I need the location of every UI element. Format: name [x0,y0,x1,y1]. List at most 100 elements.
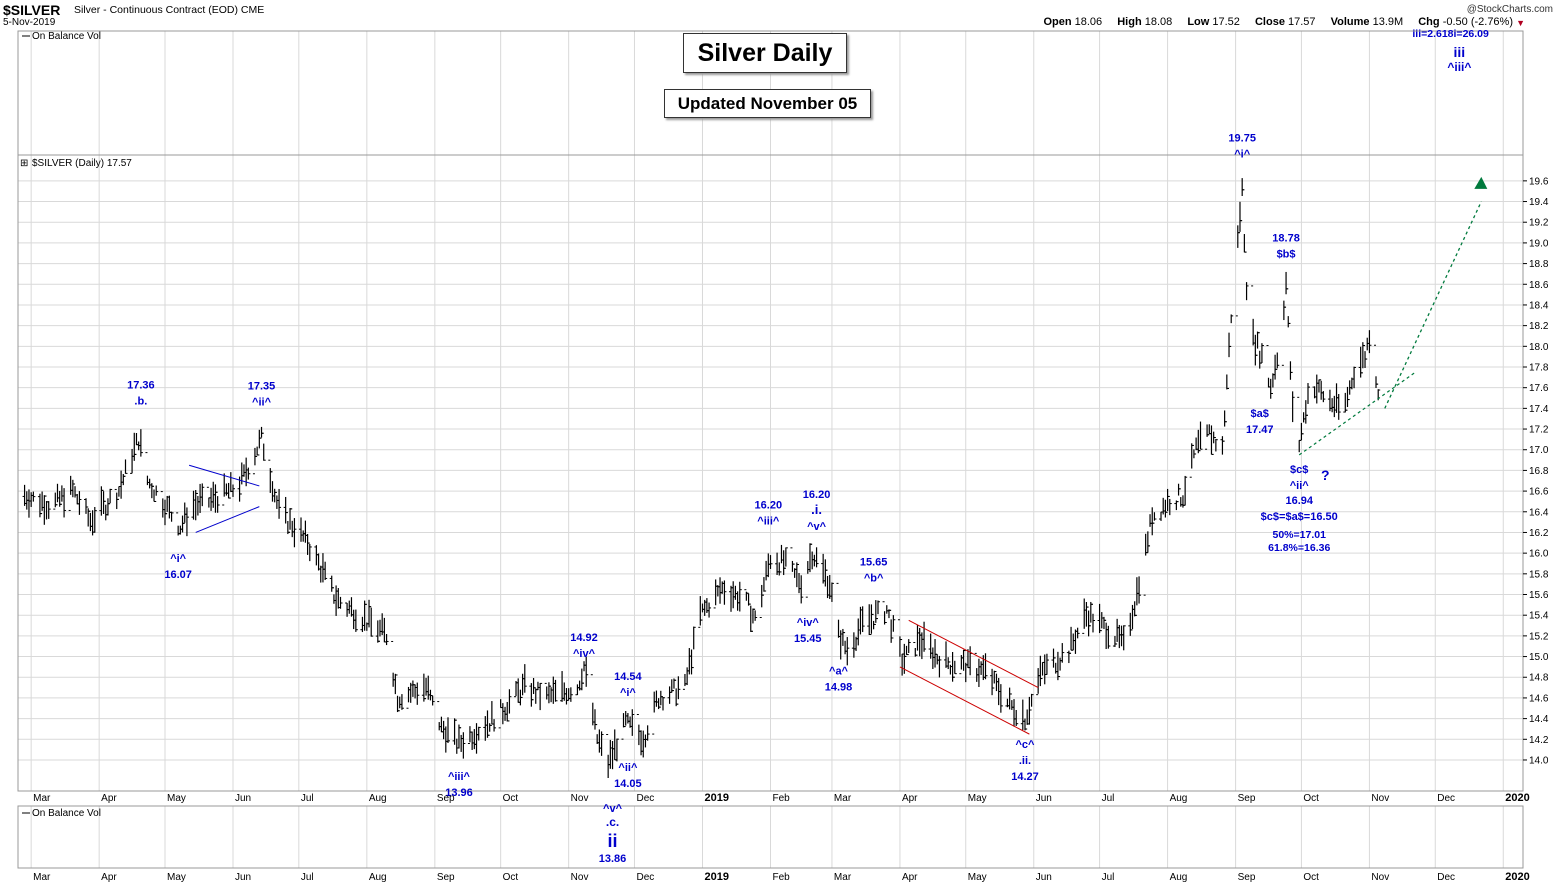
ohlc-bar [426,675,431,700]
ohlc-bar [1198,421,1203,452]
ohlc-bar [1104,619,1109,650]
ohlc-bar [86,506,91,527]
wave-label: ^c^ [1016,739,1036,751]
chart-header: $SILVER Silver - Continuous Contract (EO… [0,0,1565,30]
ohlc-bar [369,606,374,637]
x-tick-label: Nov [571,872,589,883]
description-text: Silver - Continuous Contract (EOD) [74,4,238,16]
ohlc-bar [860,606,865,633]
ohlc-bar [930,647,935,669]
top-indicator-label: On Balance Vol [32,31,101,42]
x-tick-label: Mar [834,872,852,883]
ohlc-bar [367,599,372,628]
x-tick-label: Nov [571,793,589,804]
ohlc-bar [840,628,845,646]
ohlc-bar [1244,251,1249,301]
target-wave-label: iii [1454,44,1466,60]
y-tick-label: 17.6 [1529,383,1549,394]
ohlc-bar [1159,511,1164,521]
y-tick-label: 15.6 [1529,590,1549,601]
y-tick-label: 19.4 [1529,197,1549,208]
wave-label: $a$ [1251,408,1269,420]
ohlc-bar [729,585,734,612]
ohlc-bar [1036,668,1041,696]
ohlc-bar [1042,654,1047,685]
x-axis: Mar Mar Apr Apr May May Jun Jun Jul Jul Aug Aug Sep S… [33,792,1530,883]
ohlc-bar [292,518,297,548]
ohlc-bar [884,605,889,623]
ohlc-bar [134,433,139,455]
ohlc-bar [305,534,310,555]
x-tick-label: Oct [503,793,519,804]
y-tick-label: 16.8 [1529,466,1549,477]
ohlc-bar [92,507,97,533]
ohlc-bar [329,575,334,592]
ohlc-bar [1060,643,1065,663]
ohlc-bar [658,690,663,708]
ohlc-bar [1145,531,1150,554]
ohlc-bar [1303,400,1308,424]
ohlc-bar [1270,373,1275,395]
y-tick-label: 19.0 [1529,238,1549,249]
ohlc-bar [992,670,997,689]
ohlc-bar [116,485,121,500]
open-label: Open [1043,16,1072,28]
ohlc-bar [338,596,343,609]
chg-value: -0.50 (-2.76%) [1442,16,1513,28]
ohlc-bar [1091,603,1095,633]
ohlc-bar [1352,366,1357,389]
chart-grid [18,31,1523,868]
ohlc-bar [871,613,876,630]
ohlc-bar [1073,629,1078,654]
ohlc-bar [1152,512,1157,524]
ohlc-bar [805,561,810,598]
ohlc-bar [138,429,143,457]
wave-label: 17.36 [127,380,155,392]
ohlc-bar [410,680,415,697]
wave-label: 16.94 [1285,495,1313,507]
ohlc-bar [551,676,556,704]
ohlc-bar [919,632,924,660]
triangle-upper-line [188,464,260,487]
ohlc-bar [1038,655,1043,687]
ohlc-bar [1336,393,1341,420]
ohlc-bar [937,655,942,678]
ohlc-bar [75,493,80,505]
ohlc-bar [1237,201,1242,234]
y-tick-label: 18.8 [1529,259,1549,270]
ohlc-bar [858,606,863,635]
ohlc-bar [459,727,464,752]
target-wave-label: ^iii^ [1447,60,1471,74]
wave-label: ^v^ [807,521,827,533]
ohlc-bar [1365,337,1370,360]
ohlc-bar [691,626,696,669]
ohlc-bar [360,616,365,633]
ohlc-bar [1259,343,1264,364]
ohlc-bar [1134,577,1139,616]
high-value: 18.08 [1144,16,1173,28]
ohlc-bar [913,642,918,657]
ohlc-bar [546,682,551,704]
ohlc-bar [461,732,466,759]
wave-label: .ii. [1019,755,1031,767]
wave-label: ^ii^ [1290,480,1310,492]
ohlc-bar [200,483,205,507]
y-tick-label: 14.6 [1529,693,1549,704]
ohlc-bar [22,484,27,506]
chart-subtitle-box: Updated November 05 [664,89,871,118]
ohlc-bar [178,525,183,535]
ohlc-bar [1222,410,1227,442]
ohlc-bar [198,483,203,514]
ohlc-bar [829,582,834,602]
ohlc-bar [1281,300,1286,366]
ohlc-bar [575,684,580,696]
wave-label: 14.92 [570,632,598,644]
ohlc-bar [351,609,356,630]
symbol-description: Silver - Continuous Contract (EOD) CME [74,4,264,16]
ohlc-bar [873,600,878,625]
question-mark: ? [1321,467,1330,483]
ohlc-bar [441,720,446,740]
wave-label: 18.78 [1272,233,1300,245]
x-tick-label: Feb [773,872,791,883]
ohlc-bar [748,603,753,632]
